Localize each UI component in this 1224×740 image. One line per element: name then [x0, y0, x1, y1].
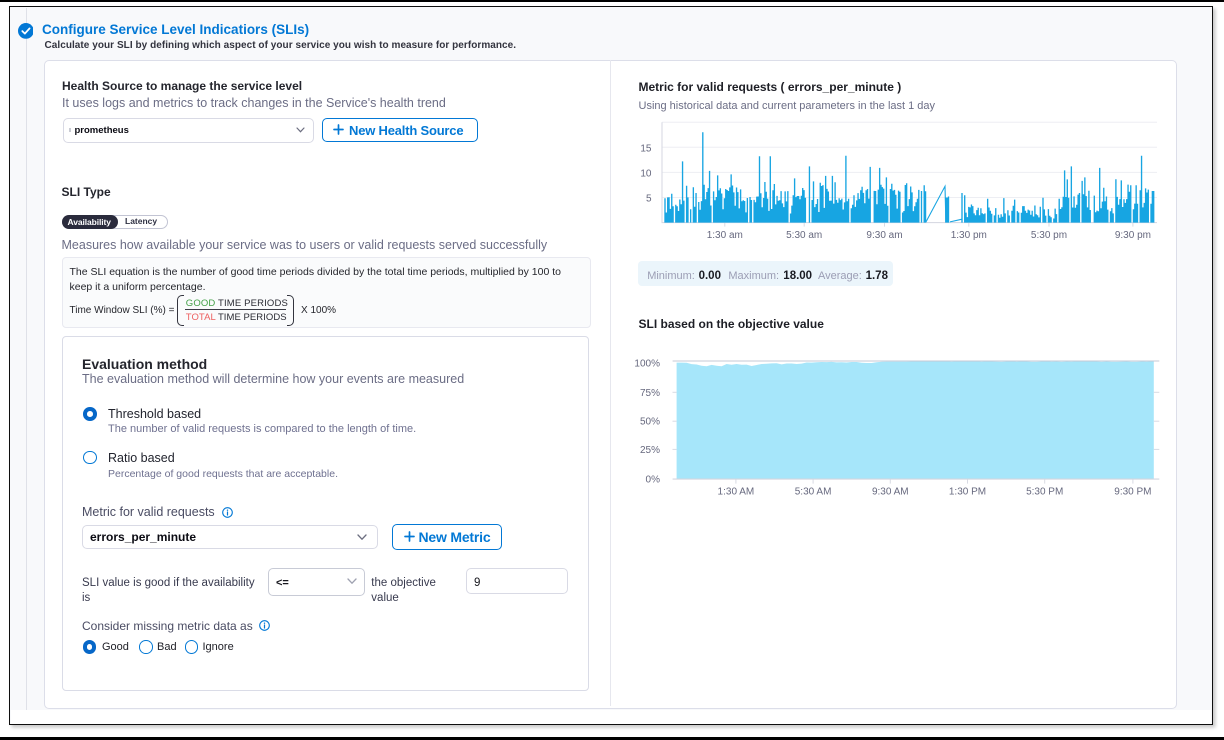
svg-text:1:30 pm: 1:30 pm — [951, 230, 987, 241]
svg-text:9:30 PM: 9:30 PM — [1114, 486, 1151, 497]
svg-text:15: 15 — [640, 143, 652, 154]
svg-text:5:30 PM: 5:30 PM — [1026, 486, 1063, 497]
svg-text:5:30 pm: 5:30 pm — [1031, 230, 1067, 241]
svg-text:1:30 AM: 1:30 AM — [718, 486, 755, 497]
svg-text:5:30 AM: 5:30 AM — [795, 486, 832, 497]
svg-text:25%: 25% — [640, 445, 660, 456]
svg-text:9:30 pm: 9:30 pm — [1115, 230, 1151, 241]
svg-text:5: 5 — [646, 194, 652, 205]
svg-text:9:30 AM: 9:30 AM — [872, 486, 909, 497]
svg-text:9:30 am: 9:30 am — [866, 230, 902, 241]
svg-text:10: 10 — [640, 168, 652, 179]
svg-text:100%: 100% — [634, 358, 660, 369]
svg-text:0%: 0% — [646, 475, 661, 486]
svg-text:5:30 am: 5:30 am — [786, 230, 822, 241]
svg-text:75%: 75% — [640, 388, 660, 399]
svg-text:1:30 am: 1:30 am — [707, 230, 743, 241]
svg-text:50%: 50% — [640, 417, 660, 428]
svg-text:1:30 PM: 1:30 PM — [949, 486, 986, 497]
